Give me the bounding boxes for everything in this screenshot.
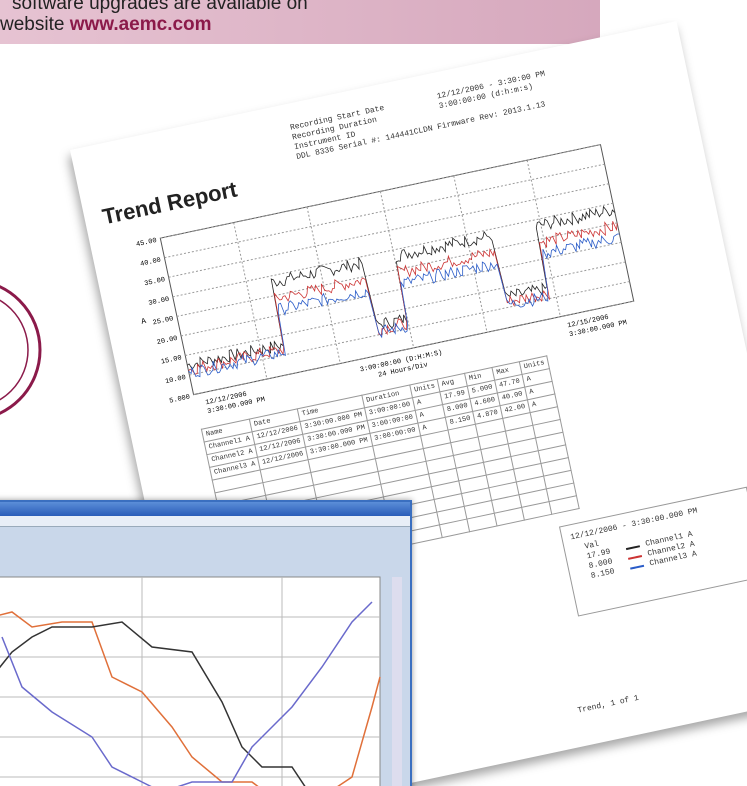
y-tick-label: 10.00 (165, 374, 187, 386)
footer: Trend, 1 of 1 (577, 694, 640, 716)
legend-swatch (628, 555, 642, 560)
url: www.aemc.com (70, 14, 212, 35)
menu-bar (0, 516, 410, 527)
y-tick-label: 15.00 (160, 354, 182, 366)
logo (0, 260, 60, 440)
legend-swatch (626, 545, 640, 550)
banner-text: website (0, 14, 64, 35)
y-tick-label: 45.00 (135, 237, 157, 249)
banner-text: website www.aemc.com (0, 14, 212, 36)
y-tick-label: 35.00 (144, 276, 166, 288)
title-bar (0, 502, 410, 516)
grid-line (307, 207, 340, 364)
banner-text: software upgrades are available on (12, 0, 308, 15)
y-unit: A (140, 317, 147, 327)
banner: software upgrades are available on websi… (0, 0, 600, 44)
page: software upgrades are available on websi… (0, 0, 747, 786)
logo-ring (0, 280, 40, 420)
y-tick-label: 25.00 (152, 315, 174, 327)
y-tick-label: 40.00 (140, 257, 162, 269)
scrollbar (392, 577, 402, 786)
y-tick-label: 30.00 (148, 296, 170, 308)
y-tick-label: 20.00 (156, 335, 178, 347)
legend-swatch (630, 565, 644, 570)
software-window (0, 500, 412, 786)
logo-ring (0, 292, 28, 408)
window-plot (0, 527, 406, 786)
y-tick-label: 5.000 (169, 394, 191, 406)
grid-line (454, 176, 487, 333)
